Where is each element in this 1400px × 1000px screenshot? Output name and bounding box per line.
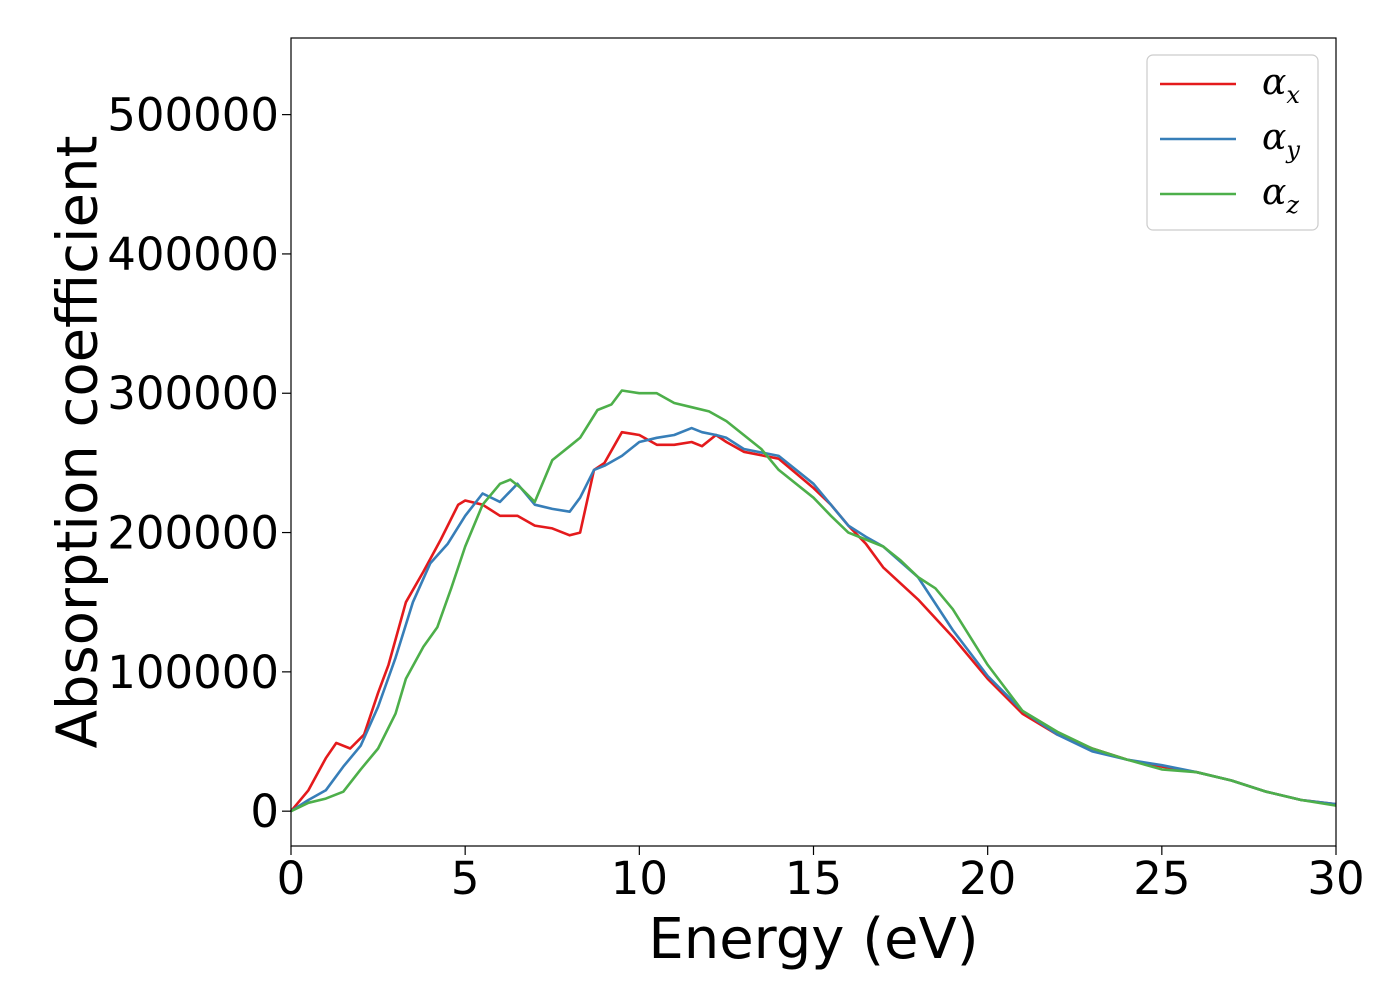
y-tick-label: 100000 — [107, 646, 279, 699]
y-tick-label: 300000 — [107, 367, 279, 420]
x-tick-label: 25 — [1133, 852, 1190, 905]
legend-box — [1146, 54, 1319, 231]
series-line-x — [290, 430, 1337, 813]
y-tick-label: 500000 — [107, 89, 279, 142]
x-tick-label: 5 — [451, 852, 480, 905]
x-tick-label: 30 — [1307, 852, 1364, 905]
series-line-y — [290, 426, 1337, 813]
x-tick-label: 0 — [277, 852, 306, 905]
y-tick-label: 200000 — [107, 507, 279, 560]
y-axis: 0 100000 200000 300000 400000 500000 — [107, 89, 291, 838]
y-tick-label: 400000 — [107, 228, 279, 281]
legend-label-x: αx — [1262, 62, 1300, 109]
series-layer — [290, 389, 1337, 813]
x-axis-title: Energy (eV) — [648, 907, 978, 972]
x-tick-label: 20 — [959, 852, 1016, 905]
x-tick-label: 15 — [785, 852, 842, 905]
x-axis: 0 5 10 15 20 25 30 — [277, 846, 1365, 905]
y-tick-label: 0 — [250, 785, 279, 838]
legend-label-y: αy — [1262, 117, 1300, 164]
x-tick-label: 10 — [611, 852, 668, 905]
legend: αx αy αz — [1146, 54, 1319, 231]
y-axis-title: Absorption coefficient — [46, 136, 111, 749]
legend-label-z: αz — [1262, 172, 1299, 219]
series-line-z — [290, 389, 1337, 813]
